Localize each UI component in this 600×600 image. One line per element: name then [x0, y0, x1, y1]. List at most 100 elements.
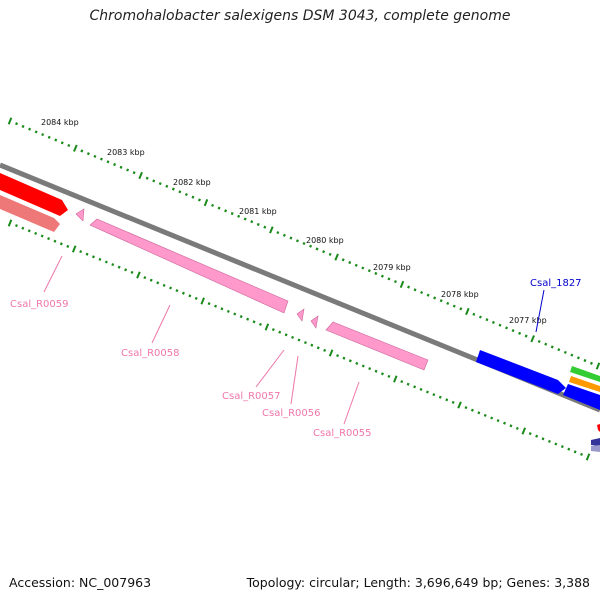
leader-csal-1827 — [535, 289, 545, 333]
inner-minor-tick — [535, 434, 539, 438]
outer-major-tick — [399, 280, 405, 288]
inner-minor-tick — [278, 330, 282, 334]
leader-csal-r0058 — [151, 304, 171, 344]
inner-minor-tick — [271, 328, 275, 332]
label-csal-r0057[interactable]: Csal_R0057 — [222, 391, 281, 402]
outer-minor-tick — [237, 214, 241, 218]
outer-minor-tick — [348, 260, 352, 265]
inner-minor-tick — [342, 356, 346, 360]
label-csal-r0058[interactable]: Csal_R0058 — [121, 348, 180, 359]
genome-title: Chromohalobacter salexigens DSM 3043, co… — [89, 8, 511, 24]
outer-minor-tick — [86, 152, 90, 156]
inner-minor-tick — [303, 341, 307, 345]
outer-minor-tick — [374, 271, 378, 276]
label-csal-r0059[interactable]: Csal_R0059 — [10, 299, 69, 310]
inner-minor-tick — [509, 424, 513, 428]
gene-red-light[interactable] — [0, 195, 60, 232]
outer-minor-tick — [67, 143, 71, 148]
inner-minor-tick — [413, 385, 417, 389]
outer-minor-tick — [361, 266, 365, 270]
outer-minor-tick — [113, 162, 117, 167]
outer-minor-tick — [505, 326, 509, 330]
gene-orange[interactable] — [569, 376, 600, 392]
scale-label-2079: 2079 kbp — [373, 263, 411, 272]
outer-minor-tick — [21, 124, 25, 129]
inner-minor-tick — [226, 309, 230, 313]
outer-minor-tick — [54, 138, 58, 142]
inner-minor-tick — [124, 268, 128, 272]
label-csal-r0055[interactable]: Csal_R0055 — [313, 428, 372, 439]
inner-minor-tick — [233, 312, 237, 316]
outer-minor-tick — [570, 353, 574, 357]
gene-csal-r0056[interactable] — [310, 315, 319, 329]
outer-minor-tick — [152, 179, 156, 183]
inner-minor-tick — [34, 231, 38, 235]
outer-minor-tick — [446, 301, 450, 305]
outer-minor-tick — [28, 127, 32, 131]
outer-minor-tick — [250, 220, 254, 224]
gene-purple[interactable] — [591, 438, 600, 446]
inner-minor-tick — [175, 289, 179, 293]
gene-green[interactable] — [570, 366, 600, 382]
inner-minor-tick — [336, 354, 340, 358]
inner-minor-tick — [297, 338, 301, 342]
inner-minor-tick — [573, 450, 577, 454]
outer-minor-tick — [459, 307, 463, 311]
outer-minor-tick — [511, 329, 515, 333]
outer-minor-tick — [420, 290, 424, 295]
outer-minor-tick — [289, 236, 293, 240]
inner-minor-tick — [567, 447, 571, 451]
outer-minor-tick — [485, 318, 489, 322]
outer-minor-tick — [576, 356, 580, 360]
inner-minor-tick — [380, 372, 384, 376]
outer-minor-tick — [119, 165, 123, 169]
inner-minor-tick — [149, 278, 153, 282]
inner-minor-tick — [496, 419, 500, 423]
inner-minor-tick — [419, 387, 423, 391]
outer-minor-tick — [126, 168, 130, 172]
gene-csal-1827[interactable] — [476, 350, 566, 394]
inner-minor-tick — [503, 421, 507, 425]
inner-minor-tick — [323, 348, 327, 352]
inner-minor-tick — [355, 361, 359, 365]
inner-minor-tick — [451, 400, 455, 404]
gene-red-small[interactable] — [597, 424, 600, 432]
gene-csal-r0058[interactable] — [89, 218, 289, 314]
outer-minor-tick — [217, 206, 221, 210]
outer-minor-tick — [80, 149, 84, 153]
inner-minor-tick — [445, 398, 449, 402]
outer-minor-tick — [282, 233, 286, 237]
outer-minor-tick — [41, 133, 45, 137]
inner-minor-tick — [515, 426, 519, 430]
inner-minor-tick — [547, 439, 551, 443]
scale-label-2080: 2080 kbp — [306, 236, 344, 245]
inner-minor-tick — [47, 237, 51, 241]
outer-major-tick — [530, 335, 535, 343]
outer-minor-tick — [211, 203, 215, 207]
inner-major-tick — [264, 323, 270, 331]
gene-lavender[interactable] — [591, 445, 600, 452]
gene-csal-r0059-arrow[interactable] — [75, 208, 85, 222]
inner-minor-tick — [477, 411, 481, 415]
inner-minor-tick — [220, 307, 224, 311]
inner-minor-tick — [207, 302, 211, 306]
gene-red[interactable] — [0, 173, 68, 216]
inner-minor-tick — [27, 229, 31, 233]
inner-minor-tick — [40, 234, 44, 238]
outer-minor-tick — [60, 141, 64, 145]
gene-csal-r0057[interactable] — [296, 308, 305, 322]
inner-ticks — [7, 219, 591, 461]
outer-minor-tick — [354, 263, 358, 267]
gene-blue-lower[interactable] — [563, 384, 600, 410]
label-csal-1827[interactable]: Csal_1827 — [530, 278, 582, 289]
outer-minor-tick — [230, 211, 234, 216]
inner-minor-tick — [156, 281, 160, 285]
outer-ticks — [7, 117, 600, 370]
inner-minor-tick — [117, 265, 121, 269]
inner-minor-tick — [464, 406, 468, 410]
label-csal-r0056[interactable]: Csal_R0056 — [262, 408, 321, 419]
inner-minor-tick — [194, 296, 198, 300]
gene-csal-r0055[interactable] — [325, 321, 429, 371]
outer-minor-tick — [158, 182, 162, 186]
inner-minor-tick — [252, 320, 256, 324]
